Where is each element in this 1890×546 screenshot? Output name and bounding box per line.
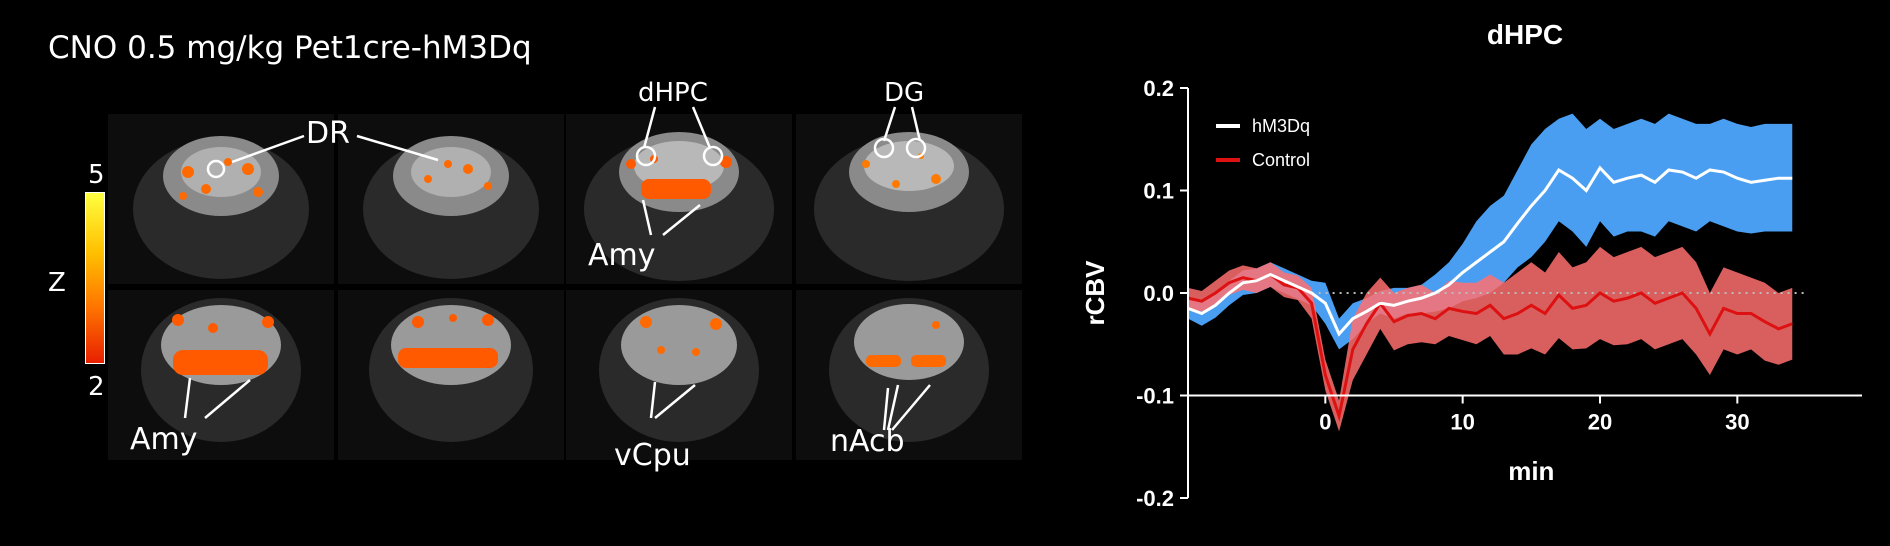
y-tick-label: -0.2 (1136, 486, 1174, 511)
brain-slice-dhpc (566, 114, 792, 284)
brain-slice-dg (796, 114, 1022, 284)
y-tick-label: 0.1 (1143, 179, 1174, 204)
brain-maps-panel: CNO 0.5 mg/kg Pet1cre-hM3Dq 5 2 Z (48, 30, 1022, 473)
legend-label-hm3dq: hM3Dq (1252, 116, 1310, 136)
brain-slice-amy (108, 290, 334, 460)
brain-slice-vcpu (566, 290, 792, 460)
x-tick-label: 0 (1319, 410, 1331, 435)
x-tick-label: 10 (1450, 410, 1474, 435)
left-panel-title: CNO 0.5 mg/kg Pet1cre-hM3Dq (48, 30, 532, 66)
series-line-hm3dq (1187, 165, 1793, 337)
x-axis-label: min (1508, 456, 1554, 486)
colorbar-min: 2 (88, 372, 105, 402)
colorbar (85, 192, 105, 364)
colorbar-max: 5 (88, 160, 105, 190)
chart-title: dHPC (1487, 19, 1563, 50)
brain-slice-2 (338, 290, 564, 460)
series-line-control (1187, 272, 1793, 422)
legend-label-control: Control (1252, 150, 1310, 170)
y-tick-label: 0.0 (1143, 281, 1174, 306)
label-dhpc: dHPC (638, 78, 708, 108)
label-vcpu: vCpu (614, 438, 691, 473)
label-amy-bottom: Amy (130, 422, 198, 457)
brain-slice-nacb (796, 290, 1022, 460)
label-amy-top: Amy (588, 238, 656, 273)
colorbar-label: Z (48, 268, 66, 298)
label-dg: DG (884, 78, 925, 108)
x-tick-label: 30 (1725, 410, 1749, 435)
y-tick-label: -0.1 (1136, 384, 1174, 409)
rcbv-chart-panel: -0.2 -0.1 0.0 0.1 0.2 0 10 20 30 dHPC min rCBV hM3Dq… (1060, 0, 1890, 541)
label-nacb: nAcb (830, 424, 905, 459)
y-tick-label: 0.2 (1143, 76, 1174, 101)
y-axis-label: rCBV (1080, 260, 1110, 326)
x-tick-label: 20 (1588, 410, 1612, 435)
series-band-hm3dq (1188, 113, 1793, 350)
label-dr: DR (306, 116, 350, 151)
rcbv-line-chart: -0.2 -0.1 0.0 0.1 0.2 0 10 20 30 dHPC min rCBV hM3Dq… (1080, 19, 1862, 511)
label-leader-lines (183, 106, 931, 431)
